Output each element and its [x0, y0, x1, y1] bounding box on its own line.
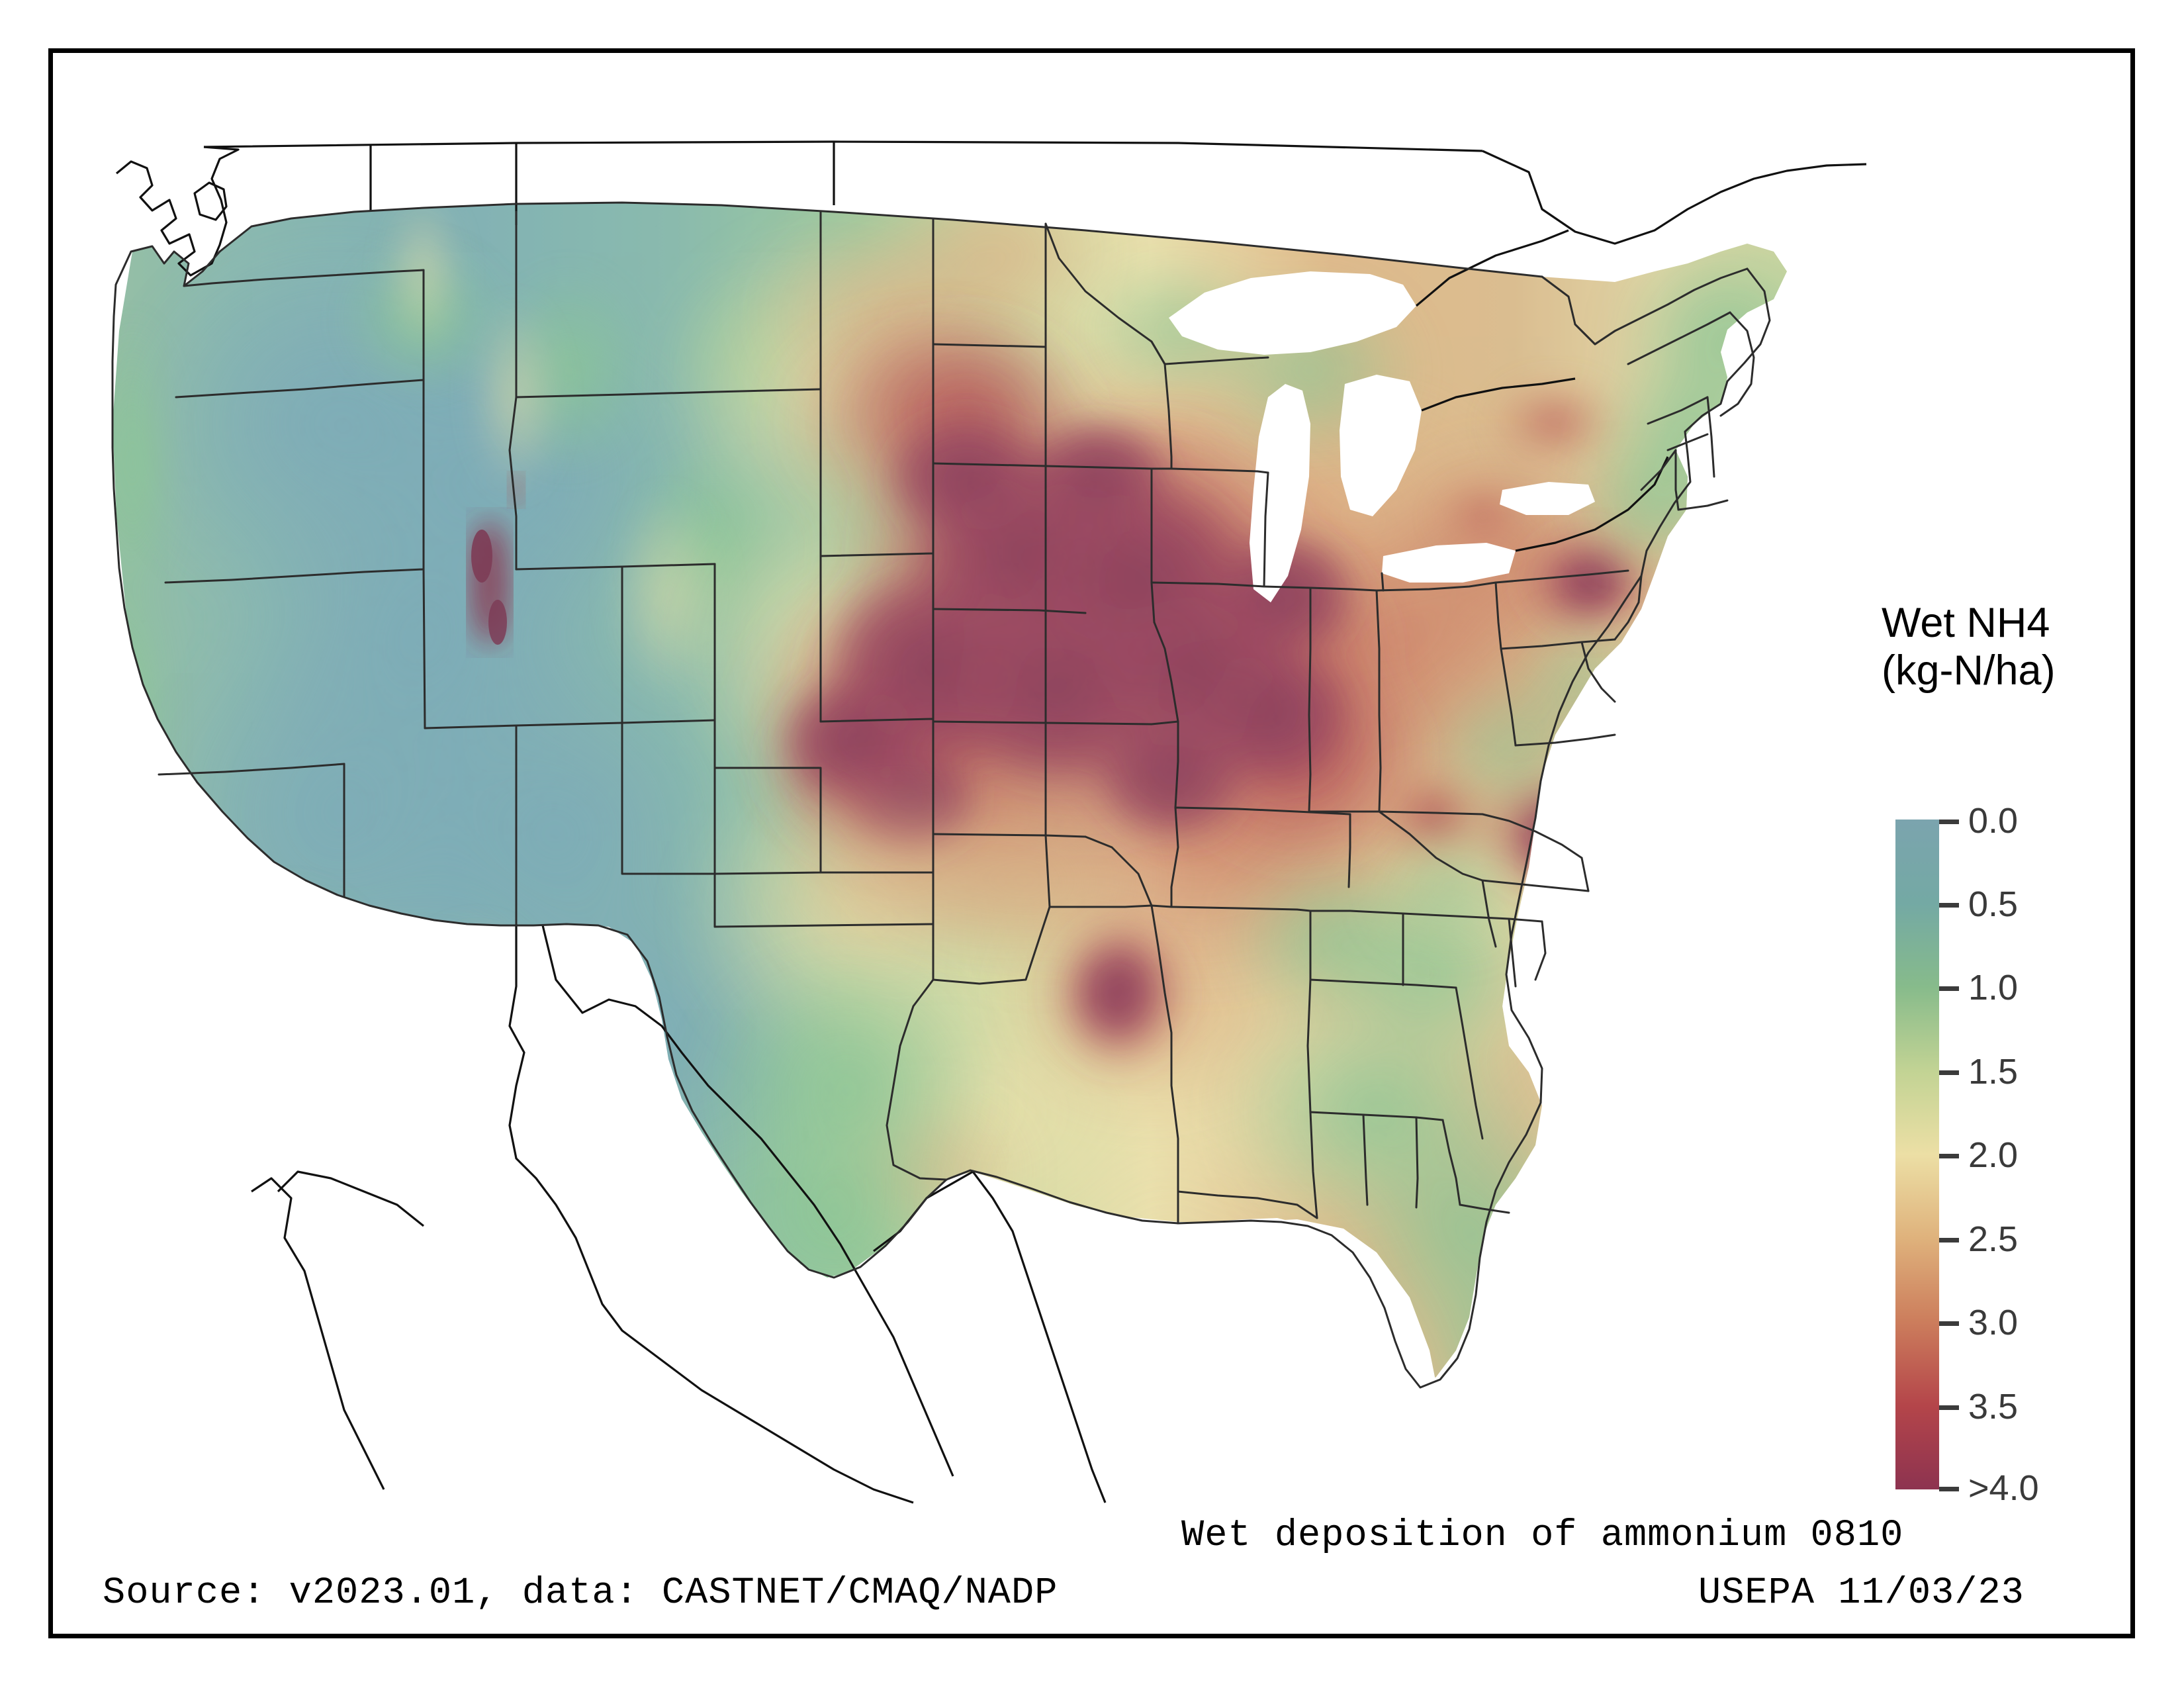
colorbar-label-3: 1.5: [1968, 1052, 2019, 1092]
colorbar-wrap: 0.0 0.5 1.0 1.5 2.0 2.5 3.0 3.5 >4.0: [1895, 801, 2039, 1508]
legend-title-line1: Wet NH4: [1882, 600, 2050, 646]
colorbar-label-0: 0.0: [1968, 801, 2019, 841]
international-boundaries: [115, 140, 1867, 1504]
colorbar-tick-8: [1939, 1487, 1959, 1491]
agency-date-stamp: USEPA 11/03/23: [1698, 1572, 2025, 1615]
colorbar-label-2: 1.0: [1968, 968, 2019, 1008]
map-svg: [53, 140, 1880, 1509]
colorbar-gradient: [1895, 820, 1939, 1489]
legend-title-line2: (kg-N/ha): [1882, 647, 2056, 694]
colorbar-tick-6: [1939, 1321, 1959, 1326]
colorbar-label-4: 2.0: [1968, 1135, 2019, 1175]
colorbar-tick-4: [1939, 1154, 1959, 1158]
nodata-water-masks: [53, 238, 1880, 1509]
colorbar-label-1: 0.5: [1968, 884, 2019, 924]
state-boundaries: [111, 201, 1771, 1389]
colorbar-legend: Wet NH4 (kg-N/ha) 0.0 0.5 1.0 1.5 2.0 2.…: [1837, 599, 2121, 1526]
colorbar-tick-0: [1939, 820, 1959, 824]
map-caption: Wet deposition of ammonium 0810: [1181, 1515, 1904, 1557]
legend-title: Wet NH4 (kg-N/ha): [1882, 599, 2056, 694]
colorbar-label-5: 2.5: [1968, 1219, 2019, 1259]
map-plot-area: [53, 53, 1880, 1509]
source-attribution: Source: v2023.01, data: CASTNET/CMAQ/NAD…: [103, 1572, 1058, 1615]
colorbar-tick-1: [1939, 903, 1959, 908]
colorbar-tick-2: [1939, 986, 1959, 991]
colorbar-tick-5: [1939, 1238, 1959, 1243]
colorbar-label-7: 3.5: [1968, 1387, 2019, 1427]
colorbar-tick-3: [1939, 1070, 1959, 1075]
colorbar-label-8: >4.0: [1968, 1468, 2039, 1508]
colorbar-label-6: 3.0: [1968, 1303, 2019, 1342]
colorbar-tick-7: [1939, 1405, 1959, 1410]
